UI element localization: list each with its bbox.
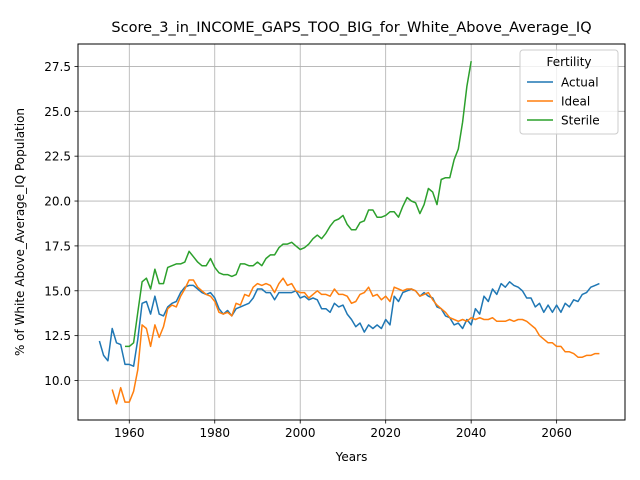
y-tick-label: 17.5 [44,239,71,253]
legend-label-ideal: Ideal [561,95,590,109]
x-tick-label: 1980 [199,426,230,440]
plot-frame [77,43,626,421]
grid-lines [78,44,625,420]
y-axis: 10.0 12.5 15.0 17.5 20.0 22.5 25.0 27.5 [44,60,78,388]
x-tick-label: 1960 [114,426,145,440]
series-line-actual [98,281,600,367]
series-lines [98,60,600,405]
legend-box [519,49,619,135]
series-line-sterile [125,60,472,348]
y-tick-label: 10.0 [44,374,71,388]
legend-entries: Actual Ideal Sterile [527,76,600,128]
y-tick-label: 25.0 [44,105,71,119]
legend-label-actual: Actual [561,76,599,90]
legend: Fertility Actual Ideal Sterile [519,49,619,135]
y-tick-label: 12.5 [44,329,71,343]
y-tick-label: 22.5 [44,150,71,164]
y-tick-label: 20.0 [44,195,71,209]
x-tick-label: 2000 [285,426,316,440]
y-axis-label: % of White Above_Average_IQ Population [13,108,27,356]
legend-label-sterile: Sterile [561,114,600,128]
series-line-ideal [111,277,600,405]
x-tick-label: 2060 [541,426,572,440]
y-tick-label: 27.5 [44,60,71,74]
x-axis: 1960 1980 2000 2020 2040 2060 [114,420,572,440]
x-tick-label: 2020 [370,426,401,440]
legend-title: Fertility [546,55,591,69]
x-axis-label: Years [335,450,368,464]
chart-title: Score_3_in_INCOME_GAPS_TOO_BIG_for_White… [111,20,591,36]
x-tick-label: 2040 [456,426,487,440]
y-tick-label: 15.0 [44,284,71,298]
